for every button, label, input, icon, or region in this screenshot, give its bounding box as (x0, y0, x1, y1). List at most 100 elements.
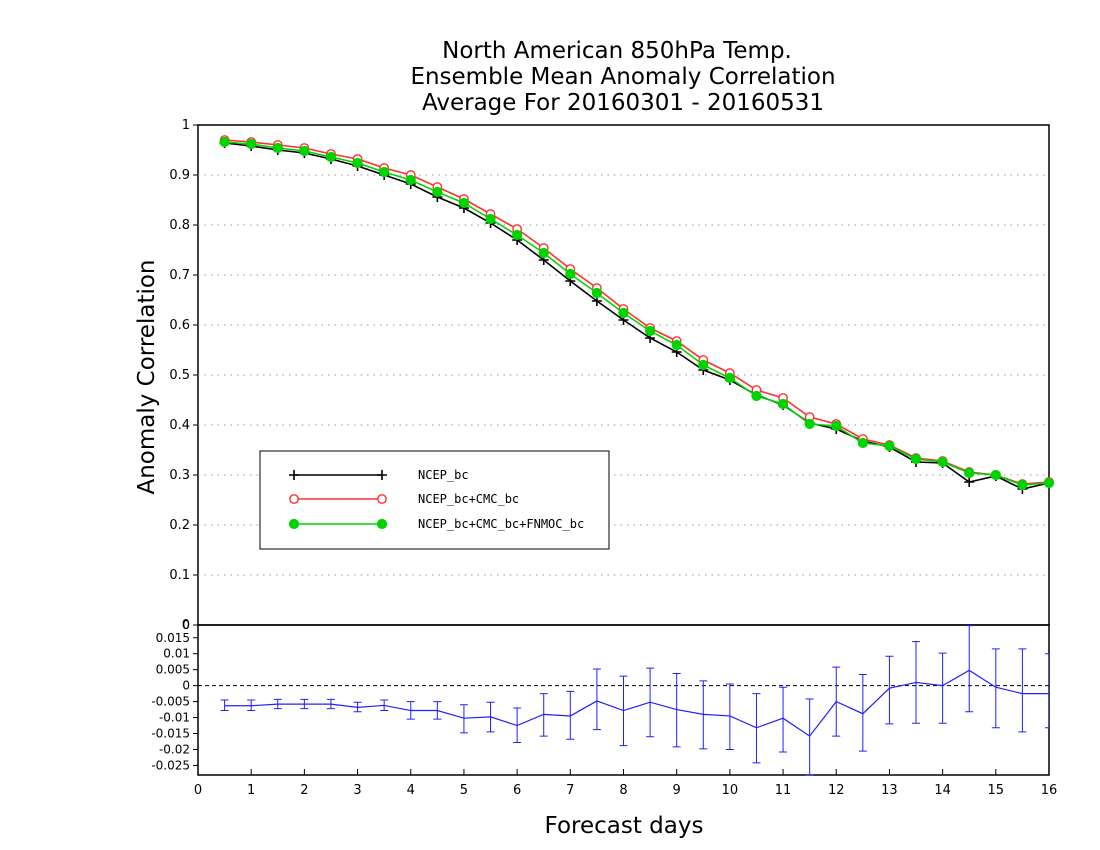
data-point (1017, 479, 1028, 491)
x-tick-label: 4 (407, 783, 415, 798)
x-tick-label: 11 (775, 783, 792, 798)
error-bar (965, 625, 974, 713)
bottom-y-tick-label: -0.02 (159, 742, 190, 756)
difference-line (224, 669, 1049, 737)
y-axis-label: Anomaly Correlation (134, 259, 160, 494)
error-bar (672, 673, 681, 748)
x-tick-label: 6 (513, 783, 521, 798)
x-tick-label: 0 (194, 783, 202, 798)
legend-label-1: NCEP_bc+CMC_bc (418, 492, 519, 506)
error-bar (805, 698, 814, 776)
data-point (565, 268, 576, 280)
top-y-tick-label: 0.1 (169, 568, 190, 583)
bottom-y-tick-label: -0.01 (159, 711, 190, 725)
data-point (671, 339, 682, 351)
legend-marker (288, 518, 300, 530)
x-tick-label: 10 (722, 783, 739, 798)
top-y-tick-label: 0.3 (169, 468, 190, 483)
title-line-1: North American 850hPa Temp. (442, 38, 792, 64)
bottom-top-tick-label: 0 (182, 618, 190, 632)
legend-marker (377, 470, 387, 480)
top-y-tick-label: 0.7 (169, 268, 190, 283)
error-bar (459, 704, 468, 734)
data-point (644, 325, 656, 337)
bottom-y-tick-label: -0.005 (151, 695, 190, 709)
bottom-y-tick-label: 0.015 (156, 631, 190, 645)
top-y-tick-label: 0.8 (169, 218, 190, 233)
top-y-tick-label: 0.9 (169, 168, 190, 183)
top-y-tick-label: 1 (182, 118, 190, 133)
error-bar (592, 668, 601, 731)
data-point (910, 453, 922, 465)
error-bar (1018, 648, 1027, 733)
title-line-2: Ensemble Mean Anomaly Correlation (410, 64, 835, 90)
bottom-y-tick-label: -0.015 (151, 727, 190, 741)
legend-label-2: NCEP_bc+CMC_bc+FNMOC_bc (418, 517, 584, 531)
bottom-y-tick-label: 0 (182, 679, 190, 693)
top-y-tick-label: 0.2 (169, 518, 190, 533)
data-point (751, 390, 762, 402)
data-point (857, 437, 868, 449)
data-point (219, 136, 230, 148)
data-point (964, 467, 975, 479)
data-point (325, 151, 337, 163)
data-point (964, 477, 975, 487)
legend-marker (376, 518, 388, 530)
data-point (884, 440, 895, 452)
data-point (538, 247, 549, 259)
legend-marker (289, 494, 299, 504)
error-bar (885, 655, 894, 725)
x-tick-label: 3 (353, 783, 361, 798)
data-point (591, 287, 603, 299)
top-y-tick-label: 0.6 (169, 318, 190, 333)
data-point (804, 418, 815, 430)
difference-series (220, 625, 1049, 776)
data-point (405, 174, 416, 186)
top-plot-frame (197, 124, 1050, 626)
data-point (432, 186, 443, 198)
x-tick-label: 7 (566, 783, 574, 798)
data-point (299, 145, 310, 157)
bottom-y-tick-label: -0.025 (151, 758, 190, 772)
legend-box (259, 450, 610, 550)
series-2 (219, 136, 1055, 491)
data-point (618, 307, 629, 319)
x-tick-label: 9 (673, 783, 681, 798)
error-bar (1045, 653, 1049, 729)
data-point (831, 420, 842, 432)
bottom-y-tick-label: 0.005 (156, 663, 190, 677)
legend-label-0: NCEP_bc (418, 468, 469, 482)
anomaly-correlation-plot: 0 0.1 0.2 0.3 0.4 0.5 0.6 0.7 0.8 0.9 1 (169, 118, 1055, 633)
data-point (485, 213, 496, 225)
bottom-y-tick-label: 0.01 (163, 647, 190, 661)
data-point (698, 359, 709, 371)
difference-plot: 0.015 0.01 0.005 0 -0.005 -0.01 -0.015-0.02 -0.… (151, 618, 1057, 798)
data-point (458, 197, 470, 209)
data-point (352, 157, 363, 169)
x-tick-label: 2 (300, 783, 308, 798)
data-point (512, 229, 523, 241)
legend: NCEP_bc NCEP_bc+CMC_bc NCEP_bc+CMC_bc+FNMO… (259, 450, 610, 550)
data-point (1043, 477, 1055, 489)
x-tick-label: 8 (619, 783, 627, 798)
x-tick-label: 5 (460, 783, 468, 798)
error-bar (725, 683, 734, 750)
data-point (379, 166, 390, 178)
title-line-3: Average For 20160301 - 20160531 (422, 90, 824, 116)
top-y-tick-label: 0.5 (169, 368, 190, 383)
chart-title: North American 850hPa Temp. Ensemble Mea… (410, 38, 835, 116)
x-tick-label: 15 (988, 783, 1005, 798)
top-y-tick-label: 0.4 (169, 418, 190, 433)
data-point (777, 398, 789, 410)
error-bar (779, 686, 788, 753)
data-point (990, 469, 1001, 481)
data-point (272, 142, 283, 154)
error-bar (858, 673, 867, 752)
top-y-tick-label: 0 (182, 618, 190, 633)
x-tick-label: 16 (1041, 783, 1058, 798)
legend-marker (377, 494, 387, 504)
x-axis-label: Forecast days (545, 813, 704, 839)
x-tick-label: 13 (881, 783, 898, 798)
legend-marker (289, 470, 299, 480)
